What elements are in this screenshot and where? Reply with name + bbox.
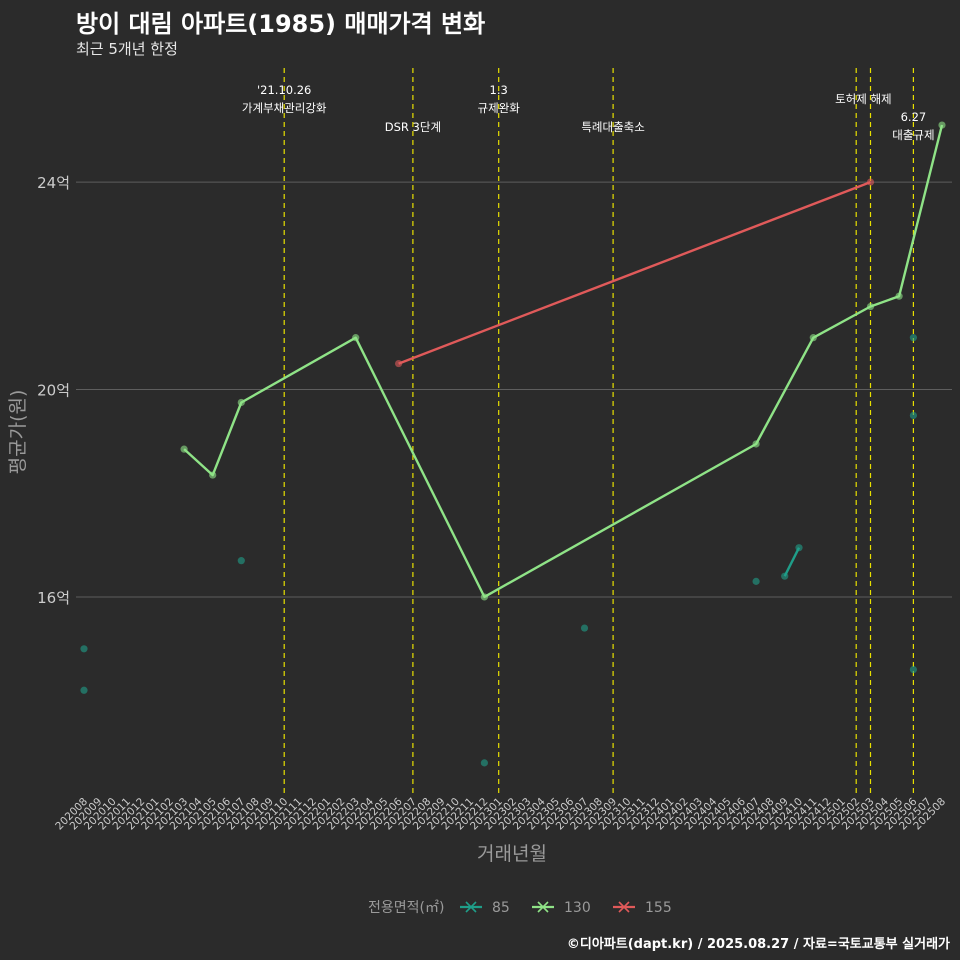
data-point-85: [795, 544, 803, 552]
data-point-85: [80, 645, 88, 653]
legend-key-cross: [465, 901, 477, 913]
source-caption: ©디아파트(dapt.kr) / 2025.08.27 / 자료=국토교통부 실…: [566, 937, 950, 952]
series-line-85: [783, 547, 801, 577]
data-point-155: [395, 359, 403, 368]
data-point-85: [80, 686, 88, 694]
y-tick-label: 16억: [37, 589, 70, 607]
event-annotation: 6.27: [901, 110, 927, 124]
series-line-155: [398, 180, 871, 365]
event-annotation: 대출규제: [892, 128, 934, 142]
data-point-130: [938, 121, 946, 129]
event-annotation: 토허제 해제: [835, 92, 892, 106]
data-point-130: [752, 440, 760, 448]
legend-title: 전용면적(㎡): [368, 900, 444, 916]
legend-label: 130: [564, 900, 591, 916]
legend-key-cross: [618, 901, 630, 913]
data-point-130: [480, 593, 488, 601]
event-annotation: DSR 3단계: [385, 120, 441, 134]
legend-item-85: 85: [460, 900, 510, 916]
y-tick-label: 24억: [37, 174, 70, 192]
data-point-85: [781, 572, 789, 580]
chart-subtitle: 최근 5개년 한정: [76, 40, 178, 58]
event-annotation: 특례대출축소: [581, 120, 644, 134]
legend-key-cross: [537, 901, 549, 913]
data-point-130: [866, 302, 875, 311]
event-annotation: '21.10.26: [257, 83, 311, 97]
data-point-155: [866, 178, 875, 186]
legend-label: 85: [492, 900, 510, 916]
data-point-130: [180, 445, 188, 453]
x-axis-label: 거래년월: [477, 843, 547, 865]
y-axis-label: 평균가(원): [7, 390, 29, 475]
data-point-130: [237, 398, 245, 407]
data-point-130: [209, 471, 217, 479]
event-annotation: 1.3: [490, 83, 508, 97]
event-annotation: 규제완화: [478, 101, 521, 115]
data-point-85: [909, 334, 918, 342]
data-point-85: [480, 759, 488, 767]
legend-item-130: 130: [532, 900, 591, 916]
legend-item-155: 155: [613, 900, 672, 916]
data-point-130: [895, 292, 903, 300]
data-point-85: [237, 557, 245, 565]
series-line-130: [183, 124, 944, 599]
data-point-130: [809, 334, 817, 342]
legend-label: 155: [645, 900, 672, 916]
chart-title: 방이 대림 아파트(1985) 매매가격 변화: [76, 10, 486, 38]
data-point-85: [580, 624, 589, 632]
event-annotation: 가계부채관리강화: [242, 101, 327, 115]
data-point-85: [909, 665, 918, 674]
y-tick-label: 20억: [37, 382, 70, 400]
data-point-85: [909, 411, 918, 420]
data-point-85: [752, 577, 760, 585]
data-point-130: [352, 334, 360, 342]
